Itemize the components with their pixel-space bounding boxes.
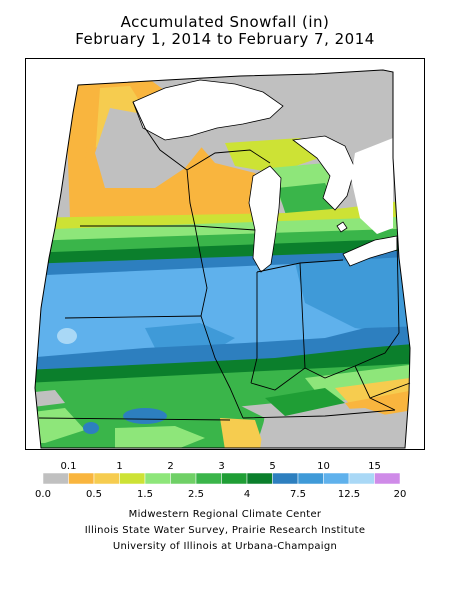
- legend-swatch: [323, 472, 350, 485]
- border-ohio-river: [250, 332, 400, 391]
- snow-spot-iowa: [57, 328, 77, 344]
- border-ia-mo: [64, 315, 202, 319]
- legend-swatch: [195, 472, 222, 485]
- snow-band-lightgreen-s: [115, 426, 205, 448]
- credit-line-3: University of Illinois at Urbana-Champai…: [112, 541, 338, 552]
- legend-lower-label: 20: [394, 489, 407, 500]
- legend-lower-label: 0.0: [35, 489, 51, 500]
- legend-swatch: [144, 472, 171, 485]
- border-va: [369, 382, 411, 399]
- legend-swatch: [221, 472, 248, 485]
- legend-upper-label: 0.1: [61, 461, 77, 472]
- border-wi-mi: [186, 149, 271, 171]
- border-mi-in-oh: [256, 259, 344, 273]
- color-legend: 0.1 1 2 3 5 10 15 0.0 0.5 1.5 2.5 4 7.5 12.5 20: [35, 461, 406, 500]
- snow-band-yellow-s: [220, 418, 265, 448]
- legend-upper-label: 2: [167, 461, 173, 472]
- legend-swatch: [246, 472, 273, 485]
- snow-band-midblue-w: [145, 323, 235, 350]
- snow-band-midblue-e: [295, 256, 410, 338]
- ontario-area: [351, 138, 393, 234]
- legend-swatch: [119, 472, 146, 485]
- snowfall-map: [25, 58, 425, 450]
- snow-spot-sw: [83, 422, 99, 434]
- legend-swatch: [374, 472, 401, 485]
- legend-swatch: [272, 472, 299, 485]
- border-mn-wi: [132, 101, 196, 227]
- snow-spot-missouri: [123, 408, 167, 424]
- legend-swatch: [348, 472, 375, 485]
- snow-band-grey-sw: [35, 390, 65, 408]
- lake-huron: [291, 135, 356, 211]
- border-mo-ky: [200, 315, 244, 419]
- legend-upper-label: 1: [116, 461, 122, 472]
- legend-upper-label: 10: [317, 461, 330, 472]
- lake-st-clair: [336, 221, 348, 233]
- legend-lower-label: 1.5: [137, 489, 153, 500]
- border-ia-il: [194, 225, 208, 317]
- snow-band-lightgreen-e: [305, 363, 410, 403]
- credit-line-2: Illinois State Water Survey, Prairie Res…: [84, 525, 366, 536]
- map-frame: [25, 58, 425, 450]
- legend-upper-label: 15: [368, 461, 381, 472]
- legend-upper-labels: 0.1 1 2 3 5 10 15: [61, 461, 381, 472]
- border-mo-ar: [38, 417, 231, 421]
- great-lakes: [132, 79, 398, 273]
- legend-swatch: [42, 472, 69, 485]
- legend-lower-label: 12.5: [338, 489, 360, 500]
- snow-band-green-ky: [265, 388, 345, 416]
- legend-swatch: [93, 472, 120, 485]
- legend-upper-label: 5: [269, 461, 275, 472]
- legend-swatch: [297, 472, 324, 485]
- legend-lower-labels: 0.0 0.5 1.5 2.5 4 7.5 12.5 20: [35, 489, 406, 500]
- snow-band-up: [225, 138, 325, 173]
- lake-michigan: [248, 165, 282, 273]
- legend-swatch: [170, 472, 197, 485]
- legend-upper-label: 3: [218, 461, 224, 472]
- region-outline: [34, 69, 411, 449]
- border-in-oh: [299, 262, 306, 369]
- state-boundaries: [38, 101, 411, 421]
- border-oh-pa: [396, 237, 400, 334]
- legend-swatch: [68, 472, 95, 485]
- map-title: Accumulated Snowfall (in): [120, 13, 330, 31]
- lake-superior: [132, 79, 284, 141]
- legend-lower-label: 2.5: [188, 489, 204, 500]
- map-date-range: February 1, 2014 to February 7, 2014: [75, 30, 375, 48]
- legend-lower-label: 7.5: [290, 489, 306, 500]
- snow-band-lower-mi-2: [277, 183, 337, 218]
- legend-swatches: [42, 472, 401, 485]
- credit-line-1: Midwestern Regional Climate Center: [128, 509, 322, 520]
- border-ky-tn: [242, 409, 396, 419]
- border-wi-il: [194, 225, 256, 231]
- border-il-in: [250, 272, 258, 384]
- snow-band-grey-s: [260, 408, 395, 448]
- legend-lower-label: 4: [244, 489, 250, 500]
- snowfall-fill: [35, 70, 410, 448]
- legend-lower-label: 0.5: [86, 489, 102, 500]
